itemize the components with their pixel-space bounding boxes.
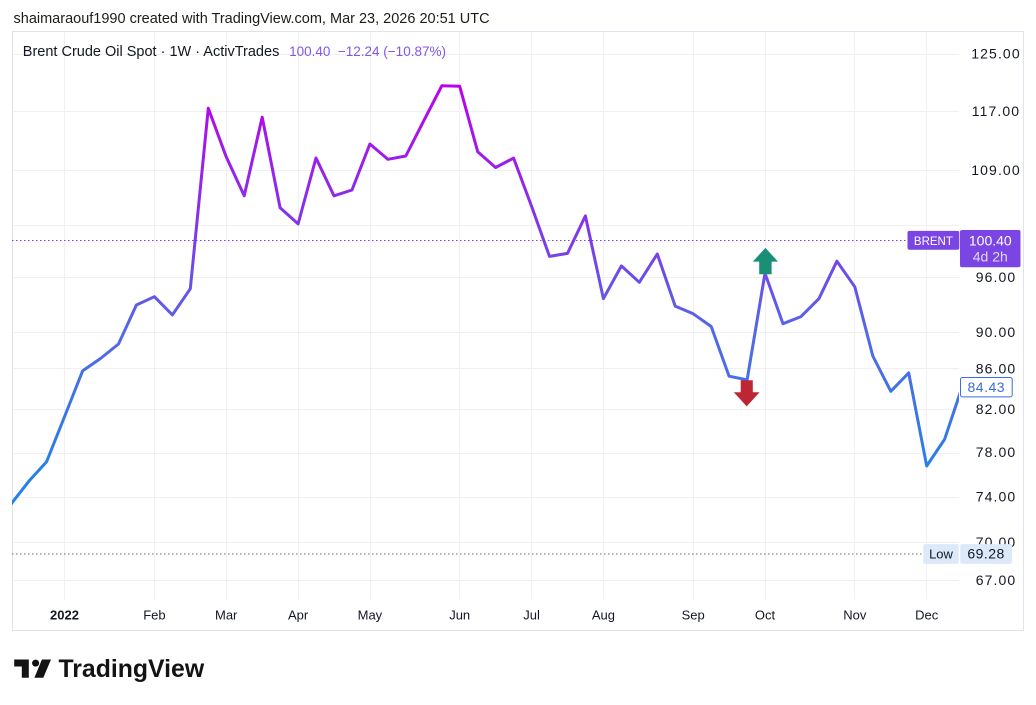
svg-text:Aug: Aug	[592, 608, 615, 623]
svg-text:74.00: 74.00	[976, 489, 1017, 505]
svg-text:86.00: 86.00	[976, 361, 1017, 377]
svg-text:Low: Low	[929, 547, 953, 562]
svg-text:96.00: 96.00	[976, 269, 1017, 285]
svg-text:100.40: 100.40	[969, 232, 1012, 248]
svg-text:90.00: 90.00	[976, 324, 1017, 340]
svg-text:125.00: 125.00	[971, 46, 1020, 62]
svg-text:Feb: Feb	[143, 608, 165, 623]
svg-text:BRENT: BRENT	[914, 236, 953, 248]
svg-text:4d 2h: 4d 2h	[973, 249, 1008, 265]
svg-text:84.43: 84.43	[968, 379, 1006, 395]
svg-text:Oct: Oct	[755, 608, 776, 623]
svg-text:Apr: Apr	[288, 608, 309, 623]
svg-text:Dec: Dec	[915, 608, 939, 623]
svg-text:82.00: 82.00	[976, 401, 1017, 417]
svg-text:67.00: 67.00	[976, 572, 1017, 588]
svg-text:Jul: Jul	[523, 608, 540, 623]
svg-text:Sep: Sep	[682, 608, 705, 623]
svg-text:Mar: Mar	[215, 608, 238, 623]
svg-text:Nov: Nov	[843, 608, 867, 623]
svg-text:shaimaraouf1990 created with T: shaimaraouf1990 created with TradingView…	[14, 11, 490, 27]
svg-text:109.00: 109.00	[971, 162, 1020, 178]
svg-text:78.00: 78.00	[976, 444, 1017, 460]
svg-text:2022: 2022	[50, 608, 79, 623]
svg-text:May: May	[358, 608, 383, 623]
svg-text:69.28: 69.28	[967, 546, 1005, 562]
svg-text:100.40 −12.24 (−10.87%): 100.40 −12.24 (−10.87%)	[289, 44, 446, 59]
svg-text:Jun: Jun	[449, 608, 470, 623]
svg-text:Brent Crude Oil Spot · 1W · Ac: Brent Crude Oil Spot · 1W · ActivTrades	[23, 44, 280, 60]
svg-text:117.00: 117.00	[972, 103, 1020, 119]
svg-text:TradingView: TradingView	[59, 656, 205, 683]
